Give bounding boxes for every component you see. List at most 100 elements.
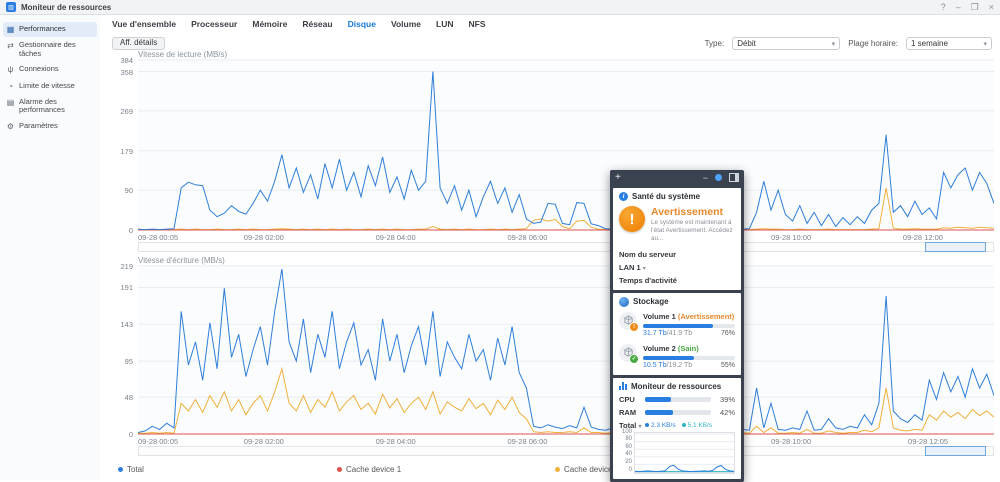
system-health-widget: i Santé du système ! Avertissement Le sy… — [613, 188, 741, 290]
range-selection-handle[interactable] — [924, 446, 987, 456]
sidebar-item-performances[interactable]: ▦ Performances — [3, 22, 97, 38]
volume-used: 31.7 Tb — [643, 329, 667, 337]
type-label: Type: — [704, 39, 725, 48]
add-widget-button[interactable]: + — [615, 172, 621, 183]
sidebar-item-connections[interactable]: ψ Connexions — [3, 62, 97, 77]
performance-icon: ▦ — [6, 25, 15, 34]
y-axis-labels: 219 191 143 95 48 0 — [120, 262, 133, 439]
ram-row: RAM 42% — [613, 406, 741, 419]
time-range-select[interactable]: 1 semaine ▾ — [906, 37, 992, 50]
window-title: Moniteur de ressources — [21, 2, 112, 12]
volume-total: 19.2 Tb — [668, 361, 693, 369]
legend-label: 5.1 KB/s — [687, 421, 713, 429]
sidebar-item-label: Limite de vitesse — [19, 80, 75, 90]
pin-icon[interactable] — [715, 174, 722, 181]
sidebar: ▦ Performances ⇄ Gestionnaire des tâches… — [0, 15, 100, 480]
maximize-icon[interactable]: ❐ — [970, 1, 979, 12]
app-icon: ▥ — [6, 2, 16, 12]
x-axis-labels: 09-28 00:05 09-28 02:00 09-28 04:00 09-28 0… — [138, 437, 949, 446]
alarm-icon: ▤ — [6, 97, 15, 107]
y-axis-labels: 384 358 269 179 90 0 — [120, 56, 133, 235]
widget-title: Santé du système — [632, 192, 701, 201]
close-icon[interactable]: × — [988, 1, 994, 12]
cpu-percent: 39% — [719, 394, 735, 404]
volume-percent: 55% — [720, 361, 735, 369]
ram-usage-bar — [645, 409, 711, 415]
volume-total: 41.9 Tb — [668, 329, 693, 337]
warning-icon: ! — [619, 206, 645, 232]
legend-dot — [681, 423, 686, 428]
volume-2-row: ✓ Volume 2 (Sain) 10.5 Tb / 19.2 Tb 55% — [613, 341, 741, 375]
legend-label: 2.3 KB/s — [651, 421, 676, 429]
widget-title: Stockage — [633, 297, 669, 307]
collapse-widgets-icon[interactable]: − — [702, 172, 708, 183]
task-manager-icon: ⇄ — [7, 41, 14, 51]
widget-panel: + − i Santé du système ! Avertissement L… — [610, 170, 744, 482]
chart-icon — [619, 382, 627, 391]
time-range-label: Plage horaire: — [848, 39, 898, 48]
sidebar-item-label: Gestionnaire des tâches — [19, 40, 76, 58]
info-icon: i — [619, 192, 628, 201]
tab-lun[interactable]: LUN — [436, 19, 454, 29]
speed-limit-icon: ◔ — [8, 81, 13, 91]
help-icon[interactable]: ? — [940, 1, 946, 12]
time-range-scrollbar[interactable] — [138, 446, 994, 456]
widget-panel-header: + − — [613, 170, 741, 185]
cpu-usage-bar — [645, 396, 711, 402]
lan-selector[interactable]: LAN 1 ▾ — [613, 261, 741, 274]
connections-icon: ψ — [7, 65, 14, 75]
sidebar-item-label: Performances — [19, 24, 66, 33]
tab-network[interactable]: Réseau — [302, 19, 333, 29]
ram-percent: 42% — [719, 407, 735, 417]
sidebar-item-label: Paramètres — [19, 121, 58, 131]
legend-cache-device-1: Cache device 1 — [337, 465, 401, 474]
tab-disk[interactable]: Disque — [347, 19, 376, 29]
separator: / — [666, 361, 669, 369]
dock-panel-icon[interactable] — [729, 173, 739, 182]
sidebar-item-speed-limit[interactable]: ◔ Limite de vitesse — [3, 79, 97, 94]
storage-icon — [619, 296, 629, 307]
volume-status: (Avertissement) — [677, 311, 735, 321]
volume-percent: 76% — [720, 329, 735, 337]
volume-1-row: ! Volume 1 (Avertissement) 31.7 Tb / 41.… — [613, 309, 741, 341]
ram-label: RAM — [619, 407, 637, 417]
type-select[interactable]: Débit ▾ — [732, 37, 841, 50]
time-range-scrollbar[interactable] — [138, 242, 994, 252]
show-details-button[interactable]: Aff. détails — [112, 36, 166, 51]
chart-title: Vitesse d'écriture (MB/s) — [138, 256, 225, 265]
chart-plot — [634, 431, 735, 474]
tab-cpu[interactable]: Processeur — [191, 19, 238, 29]
cpu-label: CPU — [619, 394, 635, 404]
read-speed-chart: Vitesse de lecture (MB/s) 384 358 269 179 90… — [110, 50, 995, 252]
chart-plot — [137, 59, 995, 231]
sidebar-item-settings[interactable]: ⚙ Paramètres — [3, 119, 97, 134]
legend-label: Cache device 1 — [346, 465, 402, 474]
sidebar-item-task-manager[interactable]: ⇄ Gestionnaire des tâches — [3, 38, 97, 61]
minimize-icon[interactable]: – — [955, 1, 961, 12]
volume-usage-bar — [643, 355, 735, 360]
legend-total: Total — [118, 465, 144, 474]
type-select-value: Débit — [737, 39, 756, 48]
tab-overview[interactable]: Vue d'ensemble — [112, 19, 177, 29]
volume-status: (Sain) — [677, 343, 699, 353]
widget-title: Moniteur de ressources — [631, 381, 722, 391]
separator: / — [666, 329, 669, 337]
tab-nfs[interactable]: NFS — [468, 19, 486, 29]
tab-memory[interactable]: Mémoire — [252, 19, 288, 29]
healthy-badge-icon: ✓ — [629, 353, 639, 364]
range-selection-handle[interactable] — [924, 242, 987, 252]
storage-widget: Stockage ! Volume 1 (Avertissement) — [613, 292, 741, 375]
volume-icon: ✓ — [619, 343, 639, 364]
sidebar-item-performance-alarm[interactable]: ▤ Alarme des performances — [3, 95, 97, 118]
x-axis-labels: 09-28 00:05 09-28 02:00 09-28 04:00 09-28 0… — [138, 233, 943, 242]
lan-label: LAN 1 — [619, 262, 641, 272]
write-speed-chart: Vitesse d'écriture (MB/s) 219 191 143 95 48 0… — [110, 256, 995, 456]
volume-name: Volume 2 — [643, 343, 676, 353]
chart-title: Vitesse de lecture (MB/s) — [138, 50, 228, 59]
tab-volume[interactable]: Volume — [390, 19, 422, 29]
window-titlebar: ▥ Moniteur de ressources ? – ❐ × — [0, 0, 1000, 15]
legend-label: Cache device 2 — [564, 465, 620, 474]
total-dropdown[interactable]: Total ▾ — [619, 420, 642, 430]
toolbar: Aff. détails Type: Débit ▾ Plage horaire… — [112, 36, 992, 51]
sidebar-item-label: Alarme des performances — [19, 96, 65, 115]
